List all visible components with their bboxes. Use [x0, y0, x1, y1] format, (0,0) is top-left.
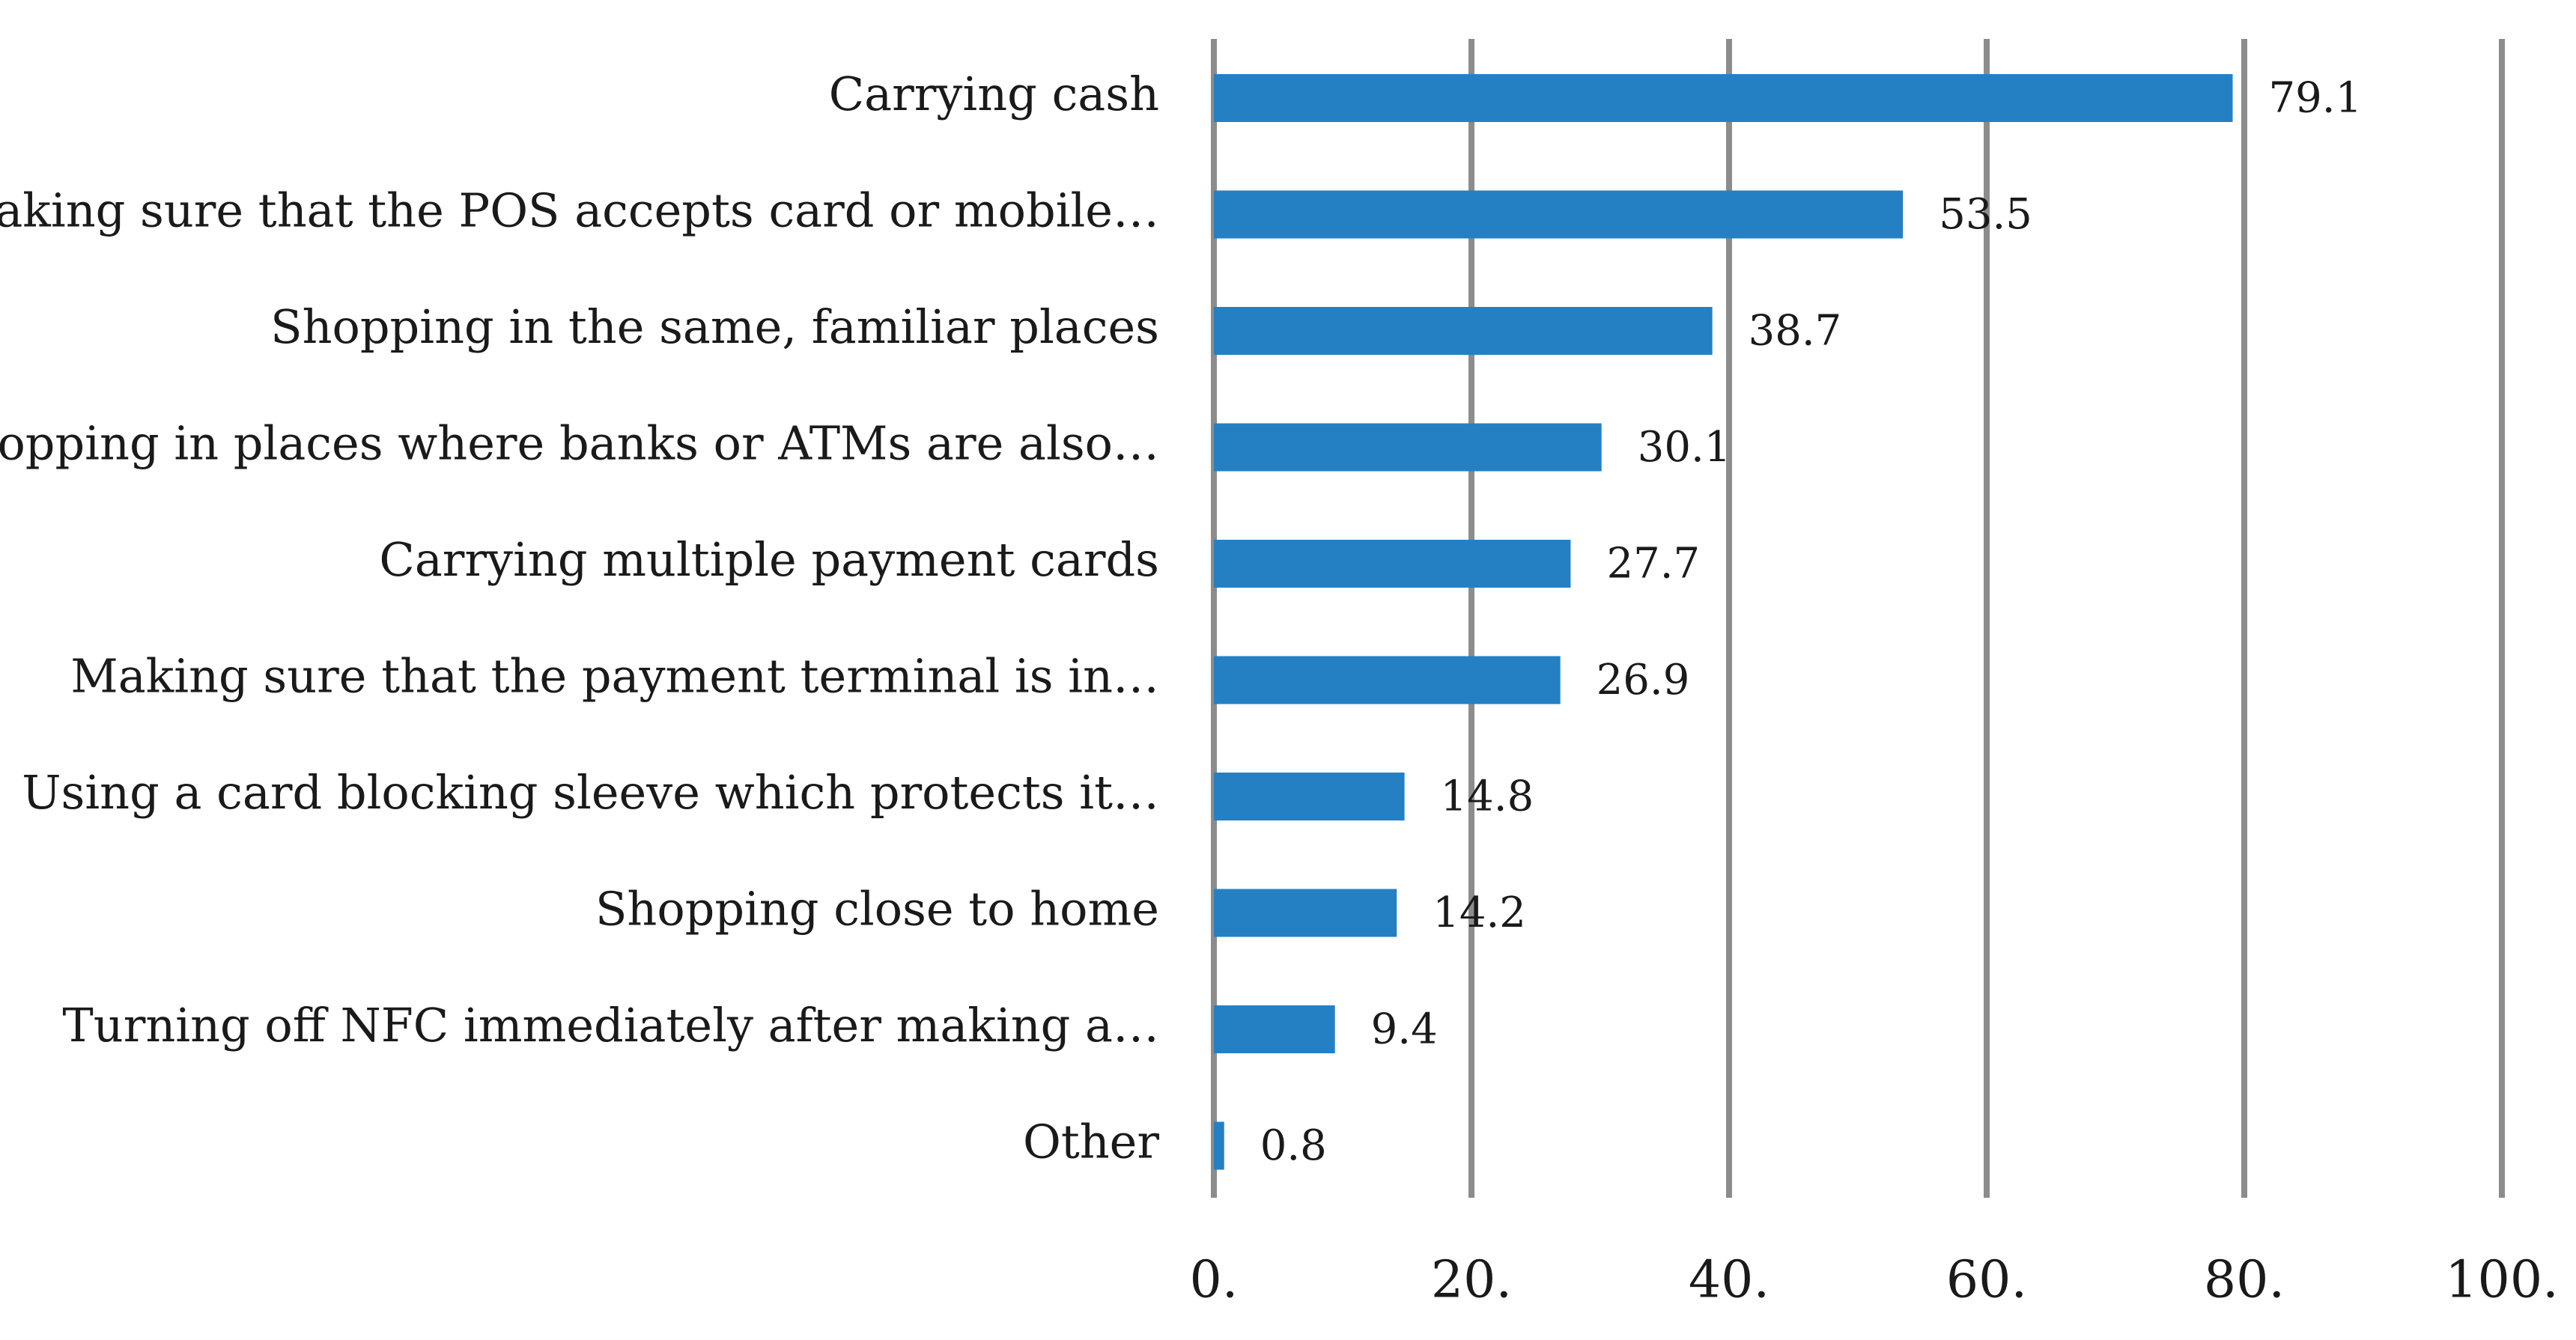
value-label-2: 38.7	[1749, 307, 1842, 356]
value-label-6: 14.8	[1441, 773, 1534, 821]
bar-9	[1214, 1121, 1224, 1170]
value-label-5: 26.9	[1597, 656, 1690, 704]
category-label-2: Shopping in the same, familiar places	[270, 299, 1159, 354]
x-tick-label-1: 20.	[1431, 1251, 1512, 1310]
category-label-0: Carrying cash	[829, 67, 1159, 121]
value-label-7: 14.2	[1433, 889, 1526, 937]
x-tick-label-2: 40.	[1689, 1251, 1770, 1310]
x-axis-tick-labels: 0. 20. 40. 60. 80. 100.	[1190, 1251, 2559, 1310]
value-label-1: 53.5	[1939, 190, 2032, 239]
category-label-6: Using a card blocking sleeve which prote…	[22, 765, 1159, 820]
x-tick-label-4: 80.	[2204, 1251, 2285, 1310]
bar-7	[1214, 889, 1397, 937]
bar-0	[1214, 74, 2233, 122]
category-labels: Carrying cash Making sure that the POS ac…	[0, 67, 1159, 1169]
bar-3	[1214, 423, 1602, 472]
x-tick-label-5: 100.	[2445, 1251, 2558, 1310]
value-label-0: 79.1	[2269, 74, 2363, 123]
category-label-9: Other	[1023, 1115, 1159, 1169]
bar-4	[1214, 540, 1571, 588]
x-tick-label-3: 60.	[1946, 1251, 2027, 1310]
value-labels: 79.1 53.5 38.7 30.1 27.7 26.9 14.8 14.2 9.4 0.8	[1260, 74, 2362, 1171]
bars	[1214, 74, 2233, 1170]
bar-5	[1214, 656, 1561, 704]
value-label-9: 0.8	[1260, 1121, 1327, 1170]
category-label-1: Making sure that the POS accepts card or…	[0, 183, 1159, 238]
category-label-4: Carrying multiple payment cards	[379, 532, 1159, 587]
bar-2	[1214, 307, 1713, 355]
category-label-8: Turning off NFC immediately after making…	[62, 998, 1159, 1053]
category-label-5: Making sure that the payment terminal is…	[70, 649, 1159, 704]
x-tick-label-0: 0.	[1190, 1251, 1239, 1310]
value-label-3: 30.1	[1638, 423, 1731, 472]
value-label-4: 27.7	[1606, 540, 1700, 588]
bar-1	[1214, 190, 1904, 239]
category-label-3: Shopping in places where banks or ATMs a…	[0, 416, 1159, 471]
category-label-7: Shopping close to home	[595, 882, 1159, 937]
bar-6	[1214, 773, 1405, 820]
bar-8	[1214, 1005, 1335, 1053]
value-label-8: 9.4	[1371, 1005, 1438, 1054]
